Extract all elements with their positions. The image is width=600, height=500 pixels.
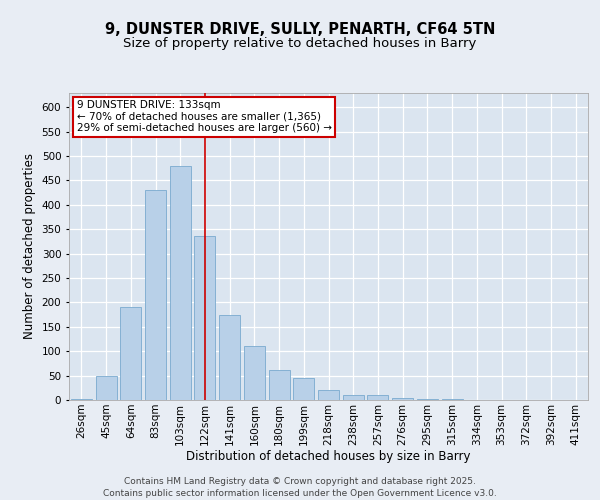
Bar bbox=[194, 236, 215, 400]
Text: Size of property relative to detached houses in Barry: Size of property relative to detached ho… bbox=[124, 38, 476, 51]
Bar bbox=[318, 390, 339, 400]
Text: 9 DUNSTER DRIVE: 133sqm
← 70% of detached houses are smaller (1,365)
29% of semi: 9 DUNSTER DRIVE: 133sqm ← 70% of detache… bbox=[77, 100, 332, 134]
Text: 9, DUNSTER DRIVE, SULLY, PENARTH, CF64 5TN: 9, DUNSTER DRIVE, SULLY, PENARTH, CF64 5… bbox=[105, 22, 495, 38]
Bar bbox=[417, 398, 438, 400]
Bar bbox=[269, 370, 290, 400]
Bar bbox=[343, 395, 364, 400]
Bar bbox=[244, 346, 265, 400]
Bar bbox=[392, 398, 413, 400]
Bar bbox=[71, 398, 92, 400]
Bar bbox=[219, 314, 240, 400]
Bar bbox=[120, 308, 141, 400]
Bar bbox=[442, 399, 463, 400]
Bar bbox=[367, 395, 388, 400]
Text: Contains HM Land Registry data © Crown copyright and database right 2025.
Contai: Contains HM Land Registry data © Crown c… bbox=[103, 476, 497, 498]
Y-axis label: Number of detached properties: Number of detached properties bbox=[23, 153, 36, 339]
Bar bbox=[293, 378, 314, 400]
Bar bbox=[95, 376, 116, 400]
Bar bbox=[170, 166, 191, 400]
Bar bbox=[145, 190, 166, 400]
X-axis label: Distribution of detached houses by size in Barry: Distribution of detached houses by size … bbox=[186, 450, 471, 464]
